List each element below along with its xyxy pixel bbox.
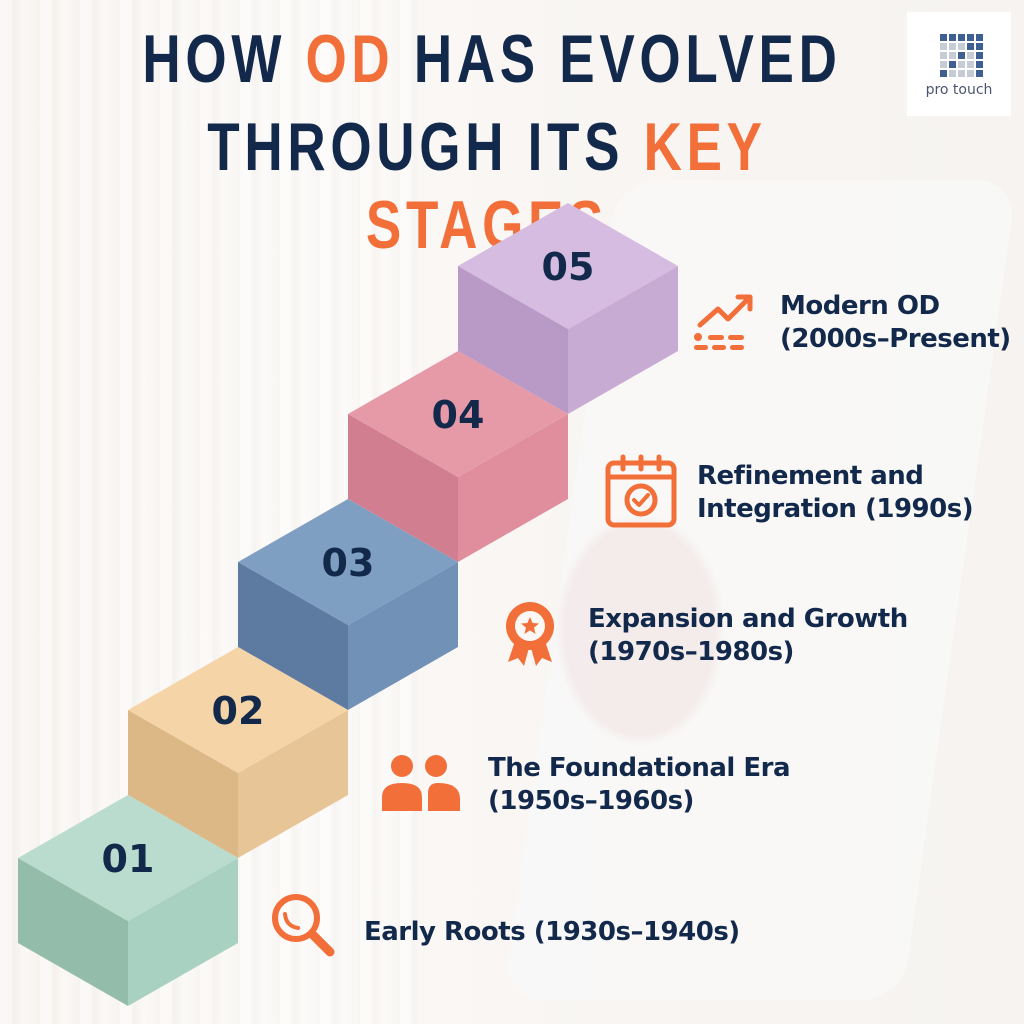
stage-02-title: The Foundational Era <box>488 753 791 783</box>
logo-grid-cell <box>940 61 947 68</box>
cube-top-face <box>128 647 348 773</box>
cube-left-face <box>348 414 458 562</box>
stage-04-period: Integration (1990s) <box>697 494 974 524</box>
stage-number: 04 <box>432 393 485 437</box>
cube-top-face <box>458 203 678 329</box>
logo-grid-cell <box>940 52 947 59</box>
cube-left-face <box>18 858 128 1006</box>
logo-grid-cell <box>949 61 956 68</box>
cube-right-face <box>568 266 678 414</box>
stage-cube-01: 01 <box>18 795 238 1006</box>
stage-04-label: Refinement and Integration (1990s) <box>603 453 974 533</box>
calendar-check-icon <box>603 453 679 533</box>
title-line-2: THROUGH ITS KEY STAGES <box>207 109 767 263</box>
logo-grid-cell <box>958 43 965 50</box>
stage-05-text: Modern OD (2000s–Present) <box>780 290 1011 356</box>
stage-cube-02: 02 <box>128 647 348 858</box>
logo-grid-cell <box>967 70 974 77</box>
logo-grid-cell <box>967 61 974 68</box>
title-highlight-od: OD <box>305 21 395 97</box>
stage-03-text: Expansion and Growth (1970s–1980s) <box>588 603 908 669</box>
cube-top-face <box>238 499 458 625</box>
stage-03-period: (1970s–1980s) <box>588 637 794 667</box>
magnifier-icon <box>268 890 340 966</box>
logo-grid-cell <box>958 52 965 59</box>
stage-05-label: Modern OD (2000s–Present) <box>690 285 1011 361</box>
logo-grid-cell <box>940 70 947 77</box>
stage-01-text: Early Roots (1930s–1940s) <box>364 916 740 949</box>
logo-grid-cell <box>940 43 947 50</box>
logo-grid-icon <box>940 34 983 77</box>
people-icon <box>380 753 462 817</box>
cube-left-face <box>128 710 238 858</box>
stage-number: 01 <box>102 837 155 881</box>
logo-grid-cell <box>976 34 983 41</box>
stage-02-text: The Foundational Era (1950s–1960s) <box>488 752 791 818</box>
logo-grid-cell <box>967 52 974 59</box>
award-badge-icon <box>502 600 558 672</box>
growth-chart-icon <box>690 285 762 361</box>
stage-05-period: (2000s–Present) <box>780 324 1011 354</box>
stage-04-title: Refinement and <box>697 461 924 491</box>
cube-right-face <box>348 562 458 710</box>
logo-grid-cell <box>976 52 983 59</box>
cube-right-face <box>128 858 238 1006</box>
logo-grid-cell <box>958 70 965 77</box>
cube-right-face <box>238 710 348 858</box>
cube-left-face <box>238 562 348 710</box>
stage-04-text: Refinement and Integration (1990s) <box>697 460 974 526</box>
stage-number: 03 <box>322 541 375 585</box>
title-line-1: HOW OD HAS EVOLVED <box>142 21 842 97</box>
stage-number: 05 <box>542 245 595 289</box>
stage-cube-04: 04 <box>348 351 568 562</box>
background-bow <box>560 520 720 740</box>
logo-grid-cell <box>940 34 947 41</box>
cube-top-face <box>18 795 238 921</box>
logo-grid-cell <box>949 52 956 59</box>
logo-grid-cell <box>958 61 965 68</box>
logo-grid-cell <box>976 70 983 77</box>
cube-right-face <box>458 414 568 562</box>
stage-02-label: The Foundational Era (1950s–1960s) <box>380 752 791 818</box>
stage-03-label: Expansion and Growth (1970s–1980s) <box>502 600 908 672</box>
cube-top-face <box>348 351 568 477</box>
stage-cube-03: 03 <box>238 499 458 710</box>
logo-grid-cell <box>949 34 956 41</box>
stage-01-title: Early Roots (1930s–1940s) <box>364 916 740 947</box>
logo-grid-cell <box>976 61 983 68</box>
stage-01-label: Early Roots (1930s–1940s) <box>268 890 740 966</box>
pro-touch-logo: pro touch <box>907 12 1011 116</box>
logo-grid-cell <box>949 70 956 77</box>
stage-03-title: Expansion and Growth <box>588 604 908 634</box>
stage-cube-05: 05 <box>458 203 678 414</box>
stage-number: 02 <box>212 689 265 733</box>
stage-02-period: (1950s–1960s) <box>488 786 694 816</box>
logo-grid-cell <box>967 34 974 41</box>
logo-text: pro touch <box>925 82 993 98</box>
cube-left-face <box>458 266 568 414</box>
logo-grid-cell <box>976 43 983 50</box>
stage-05-title: Modern OD <box>780 291 940 321</box>
logo-grid-cell <box>958 34 965 41</box>
logo-grid-cell <box>949 43 956 50</box>
logo-grid-cell <box>967 43 974 50</box>
